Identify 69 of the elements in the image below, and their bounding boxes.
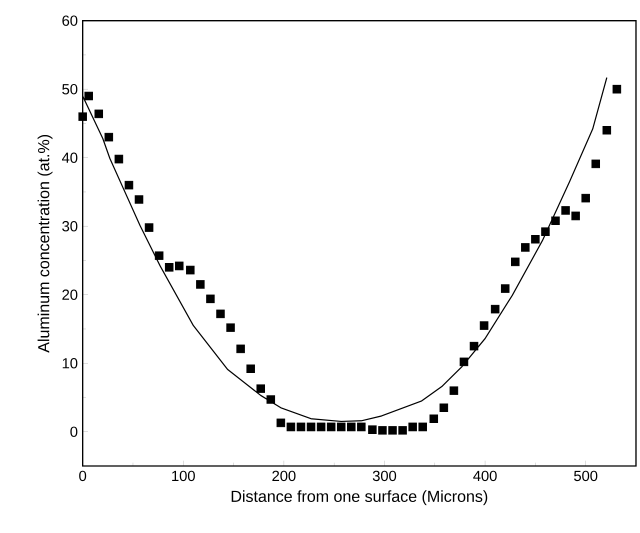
x-tick-label: 100 — [172, 470, 195, 481]
x-tick-label: 400 — [473, 470, 497, 481]
point — [541, 227, 550, 236]
point — [612, 84, 622, 94]
point — [602, 126, 612, 134]
x-tick-label: 300 — [372, 470, 396, 481]
point — [316, 422, 326, 432]
point — [164, 262, 174, 272]
x-tick-label: 500 — [574, 470, 598, 481]
point — [114, 154, 124, 164]
point — [490, 304, 500, 314]
point — [216, 309, 225, 318]
point — [94, 109, 104, 118]
point — [256, 384, 266, 393]
point — [450, 386, 458, 395]
point — [196, 280, 205, 289]
point — [480, 321, 488, 330]
point — [388, 426, 397, 434]
y-tick-label: 20 — [62, 289, 78, 300]
point — [357, 422, 366, 432]
point — [561, 206, 570, 215]
point — [296, 422, 306, 432]
point — [84, 92, 93, 100]
point — [500, 284, 510, 293]
x-tick-label: 200 — [272, 470, 296, 481]
point — [286, 422, 296, 432]
point — [418, 422, 427, 432]
point — [144, 223, 154, 232]
y-tick-label: 10 — [62, 358, 78, 368]
point — [551, 216, 560, 225]
point — [510, 257, 520, 266]
point — [266, 395, 276, 404]
y-tick-label: 0 — [70, 426, 78, 437]
point — [78, 112, 87, 121]
point — [326, 422, 336, 432]
point — [591, 159, 600, 168]
y-tick-label: 50 — [62, 84, 78, 94]
point — [398, 426, 407, 434]
point — [440, 403, 448, 412]
point — [104, 132, 114, 142]
x-axis-title: Distance from one surface (Microns) — [232, 490, 488, 505]
x-tick-label: 0 — [79, 470, 86, 481]
point — [581, 194, 590, 202]
point — [154, 251, 164, 260]
point — [134, 195, 144, 204]
point — [347, 422, 356, 432]
point — [368, 425, 377, 434]
point — [521, 243, 530, 252]
point — [236, 344, 245, 353]
point — [186, 266, 195, 274]
point — [246, 364, 255, 373]
point — [460, 357, 468, 366]
point — [306, 422, 316, 432]
point — [226, 323, 235, 332]
point — [571, 212, 580, 220]
point — [378, 426, 387, 434]
y-tick-label: 60 — [62, 15, 78, 26]
point — [276, 418, 286, 427]
point — [430, 414, 438, 423]
point — [531, 234, 540, 244]
point — [336, 422, 346, 432]
point — [408, 422, 417, 432]
point — [206, 294, 215, 303]
point — [174, 262, 184, 270]
y-tick-label: 30 — [62, 220, 78, 232]
y-tick-label: 40 — [62, 152, 78, 163]
point — [124, 180, 134, 190]
point — [470, 342, 478, 350]
y-axis-title: Aluminum concentration (at.%) — [38, 134, 52, 353]
